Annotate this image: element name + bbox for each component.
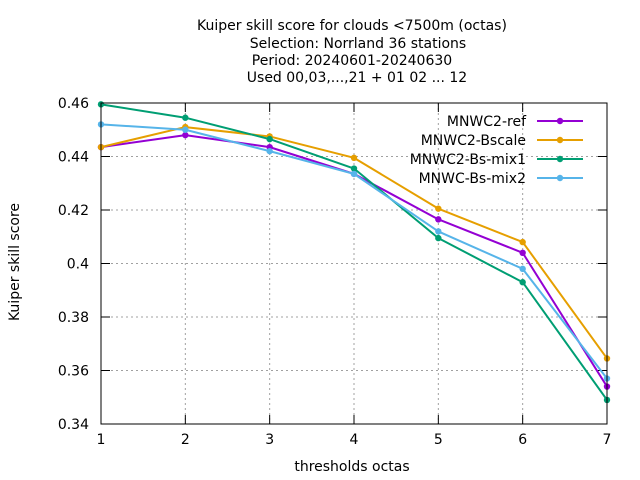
x-tick-label: 5: [434, 432, 443, 448]
y-tick-label: 0.42: [58, 203, 89, 219]
data-point: [519, 279, 526, 286]
series-MNWC2-Bs-mix1: [97, 101, 611, 404]
data-point: [350, 170, 358, 178]
series-MNWC-Bs-mix2: [97, 121, 611, 382]
data-point: [182, 126, 189, 133]
legend-label: MNWC2-ref: [447, 114, 527, 130]
series-line: [100, 123, 608, 380]
title-line-1: Kuiper skill score for clouds <7500m (oc…: [197, 18, 507, 34]
y-tick-label: 0.46: [58, 96, 89, 112]
legend-label: MNWC2-Bs-mix1: [410, 152, 526, 168]
legend-swatch-marker: [556, 136, 564, 144]
tick-labels: 1 2 3 4 5 6 7 0.34 0.36 0.38 0.4 0.42 0.44 0.46: [58, 96, 612, 448]
x-tick-label: 4: [350, 432, 359, 448]
x-tick-label: 6: [518, 432, 527, 448]
chart-title: Kuiper skill score for clouds <7500m (oc…: [197, 18, 507, 86]
series-MNWC2-Bscale: [97, 123, 611, 362]
data-point: [519, 265, 526, 273]
y-axis-label: Kuiper skill score: [7, 203, 23, 321]
data-point: [350, 154, 358, 162]
x-tick-label: 2: [181, 432, 190, 448]
plot-border: [100, 102, 608, 425]
x-axis-label: thresholds octas: [294, 459, 409, 475]
title-line-3: Period: 20240601-20240630: [252, 53, 452, 69]
legend-swatch-marker: [556, 174, 564, 182]
data-point: [435, 228, 442, 235]
series-group: [97, 101, 611, 404]
y-tick-label: 0.38: [58, 310, 89, 326]
data-point: [266, 135, 273, 143]
x-tick-label: 3: [265, 432, 274, 448]
x-tick-label: 7: [603, 432, 612, 448]
y-tick-label: 0.34: [58, 417, 89, 433]
data-point: [519, 238, 526, 246]
legend-swatch-marker: [556, 155, 564, 163]
data-point: [519, 249, 526, 256]
legend-item: MNWC-Bs-mix2: [419, 171, 583, 187]
legend-label: MNWC-Bs-mix2: [419, 171, 526, 187]
data-point: [182, 114, 189, 121]
title-line-4: Used 00,03,...,21 + 01 02 ... 12: [247, 70, 467, 86]
y-tick-label: 0.4: [67, 257, 89, 273]
data-point: [182, 131, 189, 139]
legend-swatch-marker: [556, 117, 564, 125]
legend-item: MNWC2-ref: [447, 114, 583, 130]
data-point: [435, 216, 442, 223]
legend: MNWC2-ref MNWC2-Bscale MNWC2-Bs-mix1 MNWC-B…: [410, 114, 583, 187]
data-point: [435, 205, 442, 212]
data-point: [435, 234, 442, 242]
legend-item: MNWC2-Bs-mix1: [410, 152, 583, 168]
grid-lines: [101, 103, 607, 424]
y-tick-label: 0.36: [58, 364, 89, 380]
x-tick-label: 1: [97, 432, 106, 448]
data-point: [266, 147, 273, 155]
legend-item: MNWC2-Bscale: [421, 133, 583, 149]
data-point: [350, 165, 358, 172]
legend-label: MNWC2-Bscale: [421, 133, 526, 149]
title-line-2: Selection: Norrland 36 stations: [250, 36, 466, 52]
y-tick-label: 0.44: [58, 150, 89, 166]
